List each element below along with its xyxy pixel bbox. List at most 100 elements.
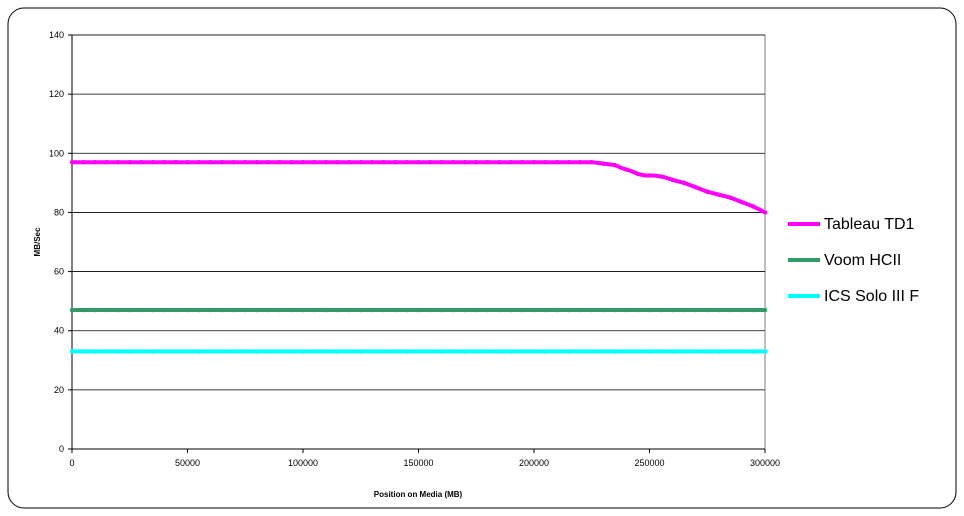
- data-point: [566, 307, 571, 313]
- data-point: [300, 349, 306, 354]
- data-point: [335, 349, 340, 354]
- data-point: [508, 307, 514, 313]
- data-point: [520, 349, 525, 354]
- data-point: [381, 159, 387, 165]
- y-tick-label: 140: [49, 30, 64, 40]
- data-point: [693, 349, 698, 354]
- data-point: [751, 307, 756, 313]
- data-point: [751, 204, 756, 209]
- data-point: [312, 349, 317, 354]
- data-point: [393, 159, 398, 165]
- data-point: [531, 307, 537, 313]
- data-point: [416, 349, 421, 354]
- data-point: [347, 159, 352, 165]
- data-point: [116, 159, 121, 165]
- data-point: [635, 349, 641, 354]
- data-point: [277, 159, 283, 165]
- data-point: [439, 307, 444, 313]
- data-point: [219, 159, 225, 165]
- data-point: [243, 307, 248, 313]
- data-point: [681, 307, 687, 313]
- data-point: [716, 192, 721, 197]
- data-point: [139, 159, 144, 165]
- data-point: [635, 171, 641, 177]
- data-point: [370, 307, 375, 313]
- data-point: [450, 307, 456, 313]
- x-axis-title: Position on Media (MB): [374, 490, 463, 499]
- y-tick-label: 120: [49, 89, 64, 99]
- data-point: [543, 159, 548, 165]
- data-point: [705, 349, 710, 354]
- data-point: [208, 307, 213, 313]
- data-point: [150, 349, 156, 354]
- data-point: [196, 307, 202, 313]
- data-point: [612, 349, 618, 354]
- y-tick-label: 80: [54, 207, 64, 217]
- data-point: [497, 349, 502, 354]
- data-point: [624, 307, 629, 313]
- data-point: [173, 159, 179, 165]
- data-point: [485, 307, 490, 313]
- data-point: [81, 159, 86, 165]
- data-point: [404, 349, 410, 354]
- data-point: [347, 349, 352, 354]
- x-tick-label: 100000: [288, 458, 318, 468]
- data-point: [335, 159, 340, 165]
- data-point: [474, 159, 479, 165]
- series-layer: [69, 159, 768, 354]
- data-point: [485, 159, 490, 165]
- x-axis-ticks: 0 50000 100000 150000 200000 250000 300000: [69, 449, 780, 468]
- data-point: [416, 307, 421, 313]
- data-point: [462, 307, 467, 313]
- data-point: [208, 349, 213, 354]
- series-2: [69, 349, 768, 354]
- data-point: [693, 185, 698, 190]
- x-tick-label: 50000: [175, 458, 200, 468]
- data-point: [185, 349, 190, 354]
- data-point: [670, 307, 675, 313]
- data-point: [427, 349, 433, 354]
- data-point: [254, 159, 259, 165]
- data-point: [635, 307, 641, 313]
- legend-label: Tableau TD1: [824, 216, 915, 233]
- data-point: [554, 349, 560, 354]
- data-point: [162, 307, 167, 313]
- data-point: [427, 159, 433, 165]
- legend: Tableau TD1 Voom HCII ICS Solo III F: [788, 216, 919, 305]
- data-point: [739, 349, 745, 354]
- data-point: [69, 307, 75, 313]
- data-point: [243, 349, 248, 354]
- data-point: [277, 307, 283, 313]
- data-point: [69, 159, 75, 165]
- x-tick-label: 200000: [519, 458, 549, 468]
- data-point: [462, 349, 467, 354]
- legend-item-0: Tableau TD1: [788, 216, 915, 233]
- data-point: [289, 159, 294, 165]
- data-point: [566, 159, 571, 165]
- y-tick-label: 100: [49, 148, 64, 158]
- x-tick-label: 0: [69, 458, 74, 468]
- legend-item-2: ICS Solo III F: [788, 288, 919, 305]
- data-point: [347, 307, 352, 313]
- data-point: [762, 210, 768, 215]
- data-point: [243, 159, 248, 165]
- data-point: [139, 307, 144, 313]
- data-point: [162, 159, 167, 165]
- y-tick-label: 60: [54, 267, 64, 277]
- data-point: [289, 349, 294, 354]
- data-point: [370, 349, 375, 354]
- data-point: [381, 349, 387, 354]
- data-point: [92, 349, 98, 354]
- data-point: [358, 349, 363, 354]
- data-point: [612, 162, 618, 168]
- data-point: [266, 349, 271, 354]
- plot-area: [71, 34, 766, 450]
- data-point: [254, 349, 259, 354]
- data-point: [150, 159, 156, 165]
- data-point: [231, 349, 236, 354]
- data-point: [601, 161, 606, 166]
- data-point: [323, 349, 329, 354]
- data-point: [474, 307, 479, 313]
- data-point: [312, 307, 317, 313]
- data-point: [370, 159, 375, 165]
